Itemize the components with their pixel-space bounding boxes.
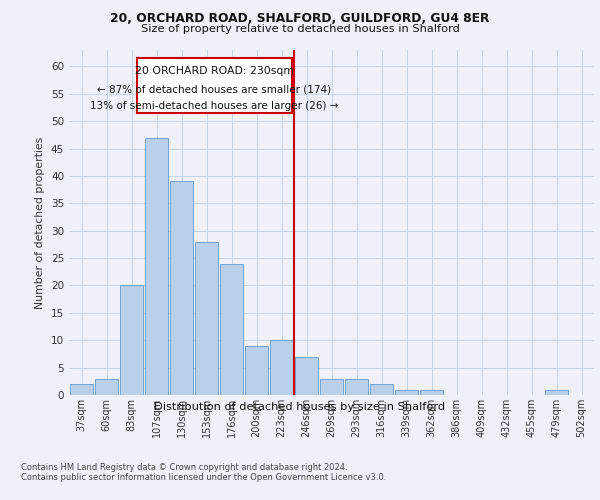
Bar: [295, 356, 318, 395]
Text: Contains HM Land Registry data © Crown copyright and database right 2024.: Contains HM Land Registry data © Crown c…: [21, 462, 347, 471]
Y-axis label: Number of detached properties: Number of detached properties: [35, 136, 46, 308]
Bar: [270, 340, 293, 395]
Text: ← 87% of detached houses are smaller (174): ← 87% of detached houses are smaller (17…: [97, 84, 331, 94]
Bar: [320, 378, 343, 395]
Text: Size of property relative to detached houses in Shalford: Size of property relative to detached ho…: [140, 24, 460, 34]
Bar: [420, 390, 443, 395]
Text: Contains public sector information licensed under the Open Government Licence v3: Contains public sector information licen…: [21, 472, 386, 482]
Bar: [70, 384, 93, 395]
Bar: [245, 346, 268, 395]
FancyBboxPatch shape: [137, 58, 292, 113]
Bar: [120, 286, 143, 395]
Text: 20, ORCHARD ROAD, SHALFORD, GUILDFORD, GU4 8ER: 20, ORCHARD ROAD, SHALFORD, GUILDFORD, G…: [110, 12, 490, 26]
Bar: [345, 378, 368, 395]
Bar: [220, 264, 243, 395]
Text: 20 ORCHARD ROAD: 230sqm: 20 ORCHARD ROAD: 230sqm: [134, 66, 293, 76]
Text: 13% of semi-detached houses are larger (26) →: 13% of semi-detached houses are larger (…: [90, 101, 338, 111]
Text: Distribution of detached houses by size in Shalford: Distribution of detached houses by size …: [154, 402, 446, 412]
Bar: [395, 390, 418, 395]
Bar: [145, 138, 168, 395]
Bar: [195, 242, 218, 395]
Bar: [95, 378, 118, 395]
Bar: [370, 384, 393, 395]
Bar: [545, 390, 568, 395]
Bar: [170, 182, 193, 395]
